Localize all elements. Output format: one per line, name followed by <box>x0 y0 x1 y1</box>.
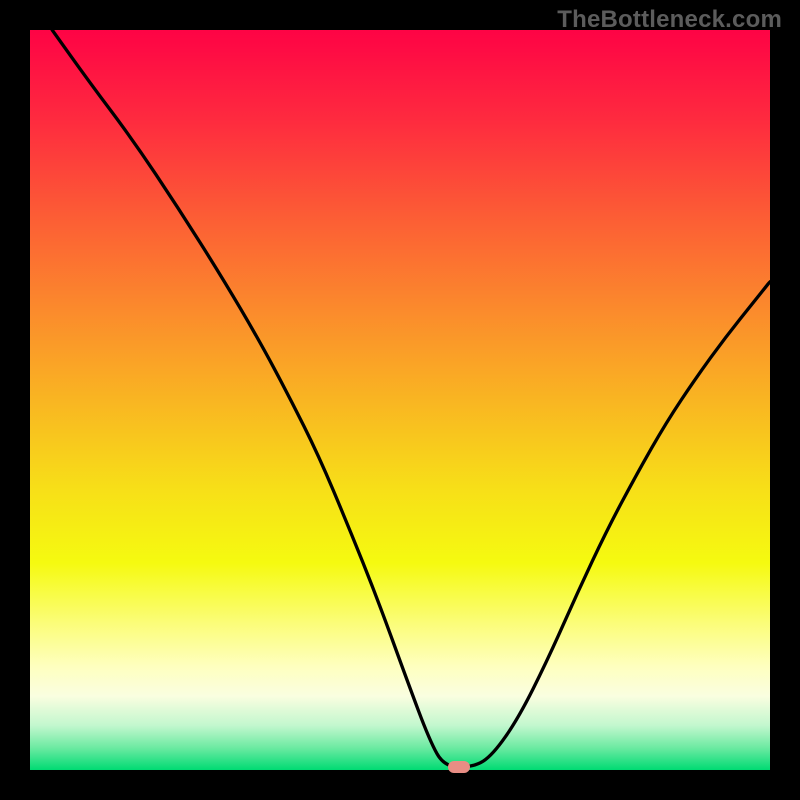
curve-svg <box>30 30 770 770</box>
watermark-label: TheBottleneck.com <box>557 6 782 34</box>
plot-area <box>30 30 770 770</box>
bottleneck-curve <box>52 30 770 767</box>
chart-root: { "canvas": { "width": 800, "height": 80… <box>0 0 800 800</box>
minimum-marker <box>448 761 470 772</box>
